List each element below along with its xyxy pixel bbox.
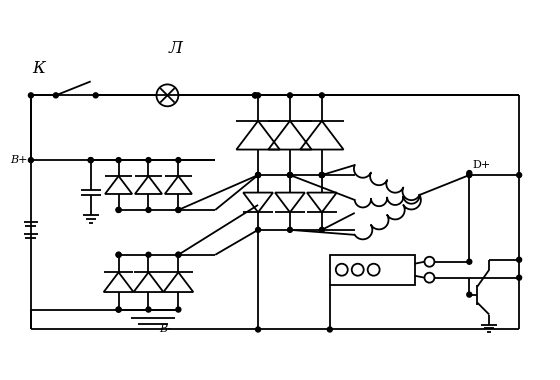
Circle shape [319, 173, 324, 177]
Circle shape [467, 292, 472, 297]
Circle shape [255, 173, 260, 177]
Circle shape [253, 93, 258, 98]
Circle shape [255, 227, 260, 232]
Text: К: К [32, 60, 45, 77]
Circle shape [116, 158, 121, 163]
Circle shape [319, 227, 324, 232]
Circle shape [255, 173, 260, 177]
Circle shape [517, 257, 521, 262]
Circle shape [467, 173, 472, 177]
Circle shape [88, 158, 93, 163]
Circle shape [319, 173, 324, 177]
Circle shape [287, 173, 292, 177]
Circle shape [255, 173, 260, 177]
Circle shape [116, 307, 121, 312]
Circle shape [146, 307, 151, 312]
Circle shape [176, 158, 181, 163]
Circle shape [116, 207, 121, 212]
Circle shape [116, 252, 121, 257]
Circle shape [255, 93, 260, 98]
Circle shape [176, 207, 181, 212]
Text: B-: B- [160, 325, 171, 334]
Circle shape [287, 173, 292, 177]
Circle shape [319, 93, 324, 98]
Circle shape [517, 275, 521, 280]
Circle shape [116, 207, 121, 212]
Circle shape [146, 252, 151, 257]
Circle shape [255, 327, 260, 332]
Circle shape [287, 93, 292, 98]
Circle shape [287, 227, 292, 232]
Circle shape [116, 252, 121, 257]
Circle shape [176, 307, 181, 312]
Circle shape [116, 307, 121, 312]
Circle shape [176, 252, 181, 257]
Circle shape [467, 259, 472, 264]
Circle shape [319, 173, 324, 177]
Circle shape [517, 173, 521, 177]
Circle shape [88, 158, 93, 163]
Circle shape [53, 93, 58, 98]
Circle shape [176, 207, 181, 212]
Circle shape [146, 158, 151, 163]
Circle shape [93, 93, 98, 98]
Circle shape [319, 173, 324, 177]
Circle shape [467, 171, 472, 176]
Text: Л: Л [169, 40, 183, 57]
Circle shape [146, 207, 151, 212]
Text: B+: B+ [11, 155, 28, 165]
Circle shape [29, 158, 34, 163]
Circle shape [328, 327, 332, 332]
Text: D+: D+ [472, 160, 491, 170]
Circle shape [287, 173, 292, 177]
Circle shape [176, 252, 181, 257]
Circle shape [253, 93, 258, 98]
Circle shape [29, 93, 34, 98]
